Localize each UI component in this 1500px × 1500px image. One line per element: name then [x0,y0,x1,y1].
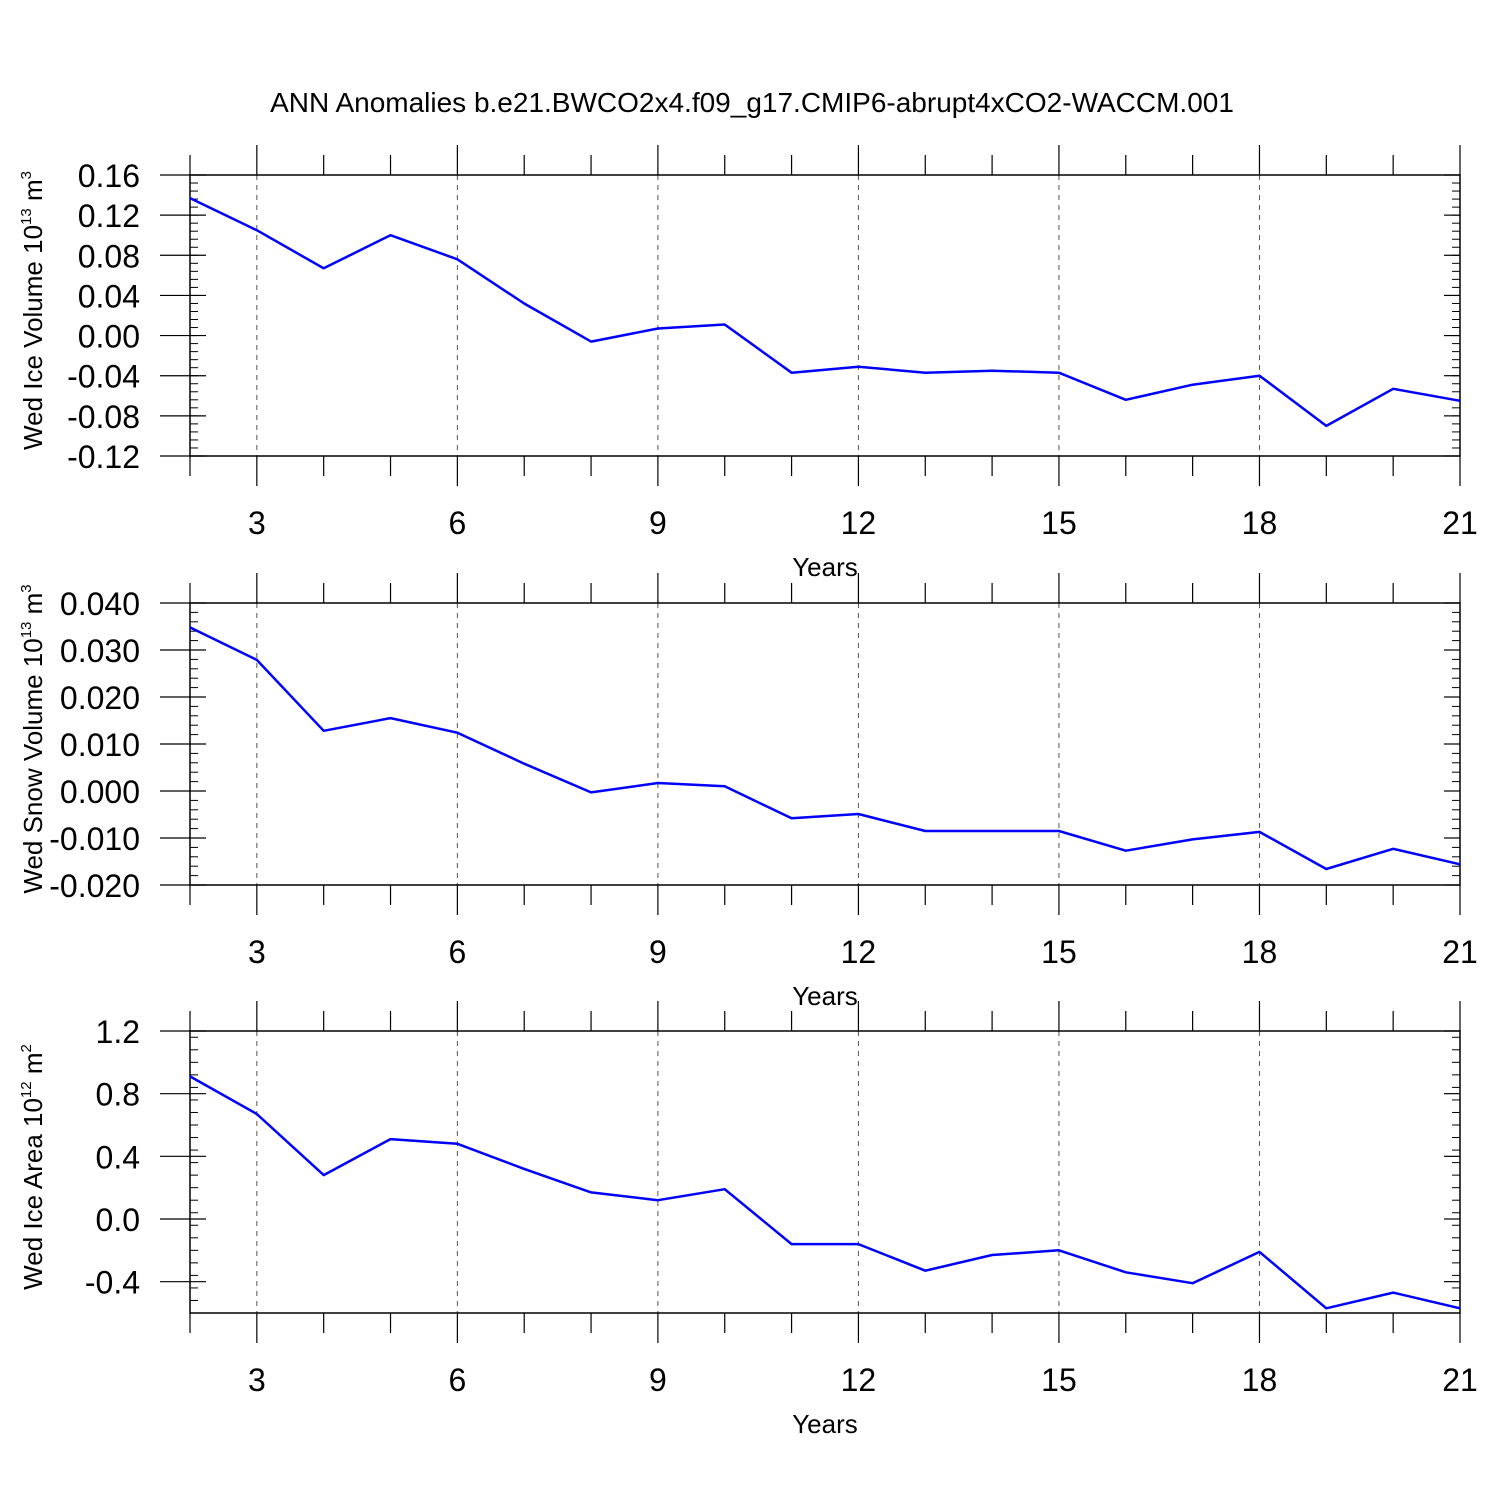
y-tick-label: 1.2 [96,1014,140,1050]
x-tick-label: 9 [649,505,667,541]
y-tick-label: 0.4 [96,1139,140,1175]
x-tick-label: 18 [1242,1362,1278,1398]
y-tick-label: 0.030 [60,633,140,669]
x-tick-label: 12 [841,505,877,541]
y-tick-label: 0.00 [78,319,140,355]
data-line [189,626,1461,871]
x-tick-label: 9 [649,934,667,970]
panel-2: -0.020 -0.010 0.000 0.010 0.020 0.030 0.040 3 6 9… [18,573,1478,1011]
y-tick-label: 0.04 [78,278,140,314]
x-tick-label: 6 [448,1362,466,1398]
y-tick-label: 0.040 [60,586,140,622]
y-tick-label: -0.010 [49,821,140,857]
x-tick-label: 21 [1442,934,1478,970]
plot-frame [189,602,1461,886]
x-axis-label: Years [792,1409,858,1439]
data-line [189,1075,1461,1310]
x-tick-label: 21 [1442,505,1478,541]
x-tick-label: 12 [841,1362,877,1398]
x-tick-label: 15 [1041,1362,1077,1398]
x-tick-label: 9 [649,1362,667,1398]
x-tick-label: 3 [248,934,266,970]
x-tick-label: 18 [1242,505,1278,541]
x-tick-label: 3 [248,505,266,541]
plot-frame [189,174,1461,457]
chart-title: ANN Anomalies b.e21.BWCO2x4.f09_g17.CMIP… [270,87,1234,118]
y-tick-label: -0.020 [49,868,140,904]
y-axis-label: Wed Snow Volume 1013 m3 [18,584,48,893]
y-tick-label: 0.12 [78,198,140,234]
x-axis-label: Years [792,981,858,1011]
x-axis-label: Years [792,552,858,582]
plot-frame [189,1030,1461,1314]
x-tick-label: 21 [1442,1362,1478,1398]
y-tick-label: -0.08 [67,399,140,435]
y-tick-label: 0.020 [60,680,140,716]
y-axis-label: Wed Ice Area 1012 m2 [18,1044,48,1290]
y-tick-label: 0.08 [78,238,140,274]
panel-3: -0.4 0.0 0.4 0.8 1.2 3 6 9 12 15 18 21 Years Wed Ice … [18,1001,1478,1439]
panels: -0.12 -0.08 -0.04 0.00 0.04 0.08 0.12 0.16 3 6 9 12… [18,145,1478,1439]
panel-1: -0.12 -0.08 -0.04 0.00 0.04 0.08 0.12 0.16 3 6 9 12… [18,145,1478,582]
x-tick-label: 12 [841,934,877,970]
y-tick-label: -0.4 [85,1265,140,1301]
x-tick-label: 18 [1242,934,1278,970]
x-tick-label: 6 [448,505,466,541]
y-tick-label: -0.12 [67,439,140,475]
y-axis-label: Wed Ice Volume 1013 m3 [18,171,48,450]
y-tick-label: 0.16 [78,158,140,194]
x-tick-label: 3 [248,1362,266,1398]
y-tick-label: 0.010 [60,727,140,763]
y-tick-label: 0.8 [96,1077,140,1113]
data-line [189,196,1461,428]
y-tick-label: -0.04 [67,359,140,395]
x-tick-label: 6 [448,934,466,970]
x-tick-label: 15 [1041,934,1077,970]
y-tick-label: 0.0 [96,1202,140,1238]
y-tick-label: 0.000 [60,774,140,810]
x-tick-label: 15 [1041,505,1077,541]
